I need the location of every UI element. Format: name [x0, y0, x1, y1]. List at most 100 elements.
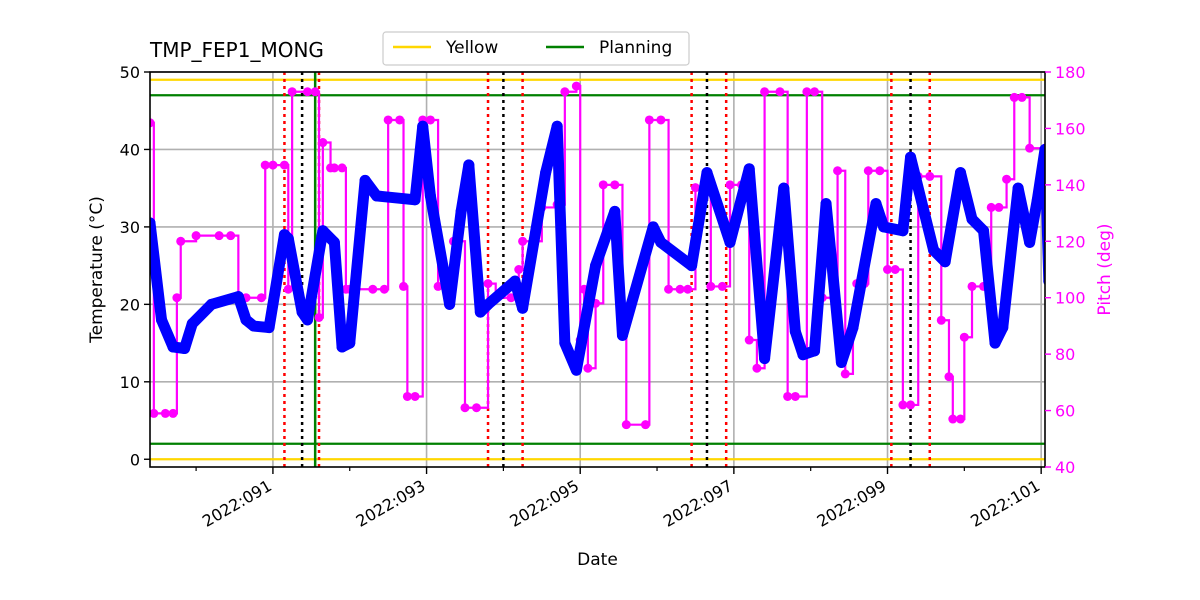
temperature-point — [939, 256, 951, 268]
plot-frame — [149, 71, 1046, 468]
temperature-point — [444, 298, 456, 310]
pitch-point — [802, 87, 812, 97]
legend-label: Planning — [599, 38, 672, 58]
pitch-point — [944, 372, 954, 382]
pitch-point — [318, 138, 328, 148]
y-tick-label: 0 — [130, 450, 140, 469]
temperature-point — [797, 349, 809, 361]
pitch-point — [760, 87, 770, 97]
pitch-point — [329, 163, 339, 173]
y-tick-label: 50 — [120, 63, 140, 82]
temperature-point — [559, 337, 571, 349]
temperature-point — [359, 174, 371, 186]
pitch-point — [1002, 174, 1012, 184]
pitch-point — [460, 403, 470, 413]
pitch-point — [268, 160, 278, 170]
temperature-point — [647, 221, 659, 233]
temperature-line — [150, 120, 1045, 376]
pitch-point — [518, 236, 528, 246]
pitch-point — [744, 335, 754, 345]
pitch-point — [783, 391, 793, 401]
pitch-point — [683, 284, 693, 294]
pitch-point — [936, 315, 946, 325]
pitch-point — [955, 414, 965, 424]
temperature-point — [150, 217, 156, 229]
pitch-point — [287, 87, 297, 97]
pitch-point — [310, 87, 320, 97]
temperature-point — [424, 190, 436, 202]
pitch-point — [948, 414, 958, 424]
y2-axis-title: Pitch (deg) — [1095, 223, 1115, 315]
temperature-point — [870, 198, 882, 210]
pitch-point — [279, 160, 289, 170]
y-tick-label: 40 — [120, 140, 140, 159]
temperature-point — [296, 306, 308, 318]
pitch-point — [383, 115, 393, 125]
pitch-point — [641, 420, 651, 430]
temperature-point — [590, 260, 602, 272]
temperature-point — [167, 341, 179, 353]
pitch-point — [717, 281, 727, 291]
pitch-point — [840, 369, 850, 379]
pitch-point — [994, 202, 1004, 212]
temperature-point — [344, 337, 356, 349]
temperature-point — [897, 225, 909, 237]
temperature-point — [724, 236, 736, 248]
pitch-point — [172, 293, 182, 303]
temperature-point — [847, 322, 859, 334]
pitch-point — [472, 403, 482, 413]
temperature-point — [966, 213, 978, 225]
pitch-point — [402, 391, 412, 401]
y-tick-label: 10 — [120, 373, 140, 392]
temperature-point — [186, 318, 198, 330]
pitch-point — [160, 408, 170, 418]
pitch-point — [725, 180, 735, 190]
pitch-point — [1017, 92, 1027, 102]
pitch-point — [410, 391, 420, 401]
y2-tick-label: 140 — [1055, 176, 1086, 195]
y2-tick-label: 60 — [1055, 402, 1075, 421]
pitch-point — [1009, 92, 1019, 102]
pitch-point — [610, 180, 620, 190]
temperature-point — [809, 345, 821, 357]
temperature-point — [317, 225, 329, 237]
temperature-point — [954, 167, 966, 179]
temperature-point — [409, 194, 421, 206]
temperature-point — [371, 190, 383, 202]
pitch-point — [433, 281, 443, 291]
temperature-point — [928, 244, 940, 256]
temperature-point — [609, 205, 621, 217]
pitch-point — [863, 166, 873, 176]
temperature-point — [482, 298, 494, 310]
pitch-point — [959, 332, 969, 342]
pitch-point — [483, 279, 493, 289]
legend-box — [382, 31, 690, 66]
pitch-point — [875, 166, 885, 176]
temperature-point — [701, 167, 713, 179]
pitch-point — [337, 163, 347, 173]
temperature-point — [759, 353, 771, 365]
pitch-point — [214, 231, 224, 241]
pitch-point — [226, 231, 236, 241]
temperature-point — [474, 306, 486, 318]
temperature-point — [778, 182, 790, 194]
pitch-point — [302, 87, 312, 97]
pitch-point — [967, 281, 977, 291]
temperature-point — [417, 120, 429, 132]
temperature-point — [282, 233, 294, 245]
temperature-point — [301, 314, 313, 326]
pitch-point — [664, 284, 674, 294]
temperature-point — [743, 163, 755, 175]
temperature-point — [517, 302, 529, 314]
pitch-point — [150, 408, 159, 418]
y2-tick-label: 100 — [1055, 289, 1086, 308]
y-tick-label: 20 — [120, 295, 140, 314]
temperature-point — [551, 120, 563, 132]
temperature-point — [1012, 182, 1024, 194]
pitch-point — [675, 284, 685, 294]
pitch-point — [399, 281, 409, 291]
x-axis-title: Date — [577, 550, 618, 570]
pitch-point — [925, 171, 935, 181]
